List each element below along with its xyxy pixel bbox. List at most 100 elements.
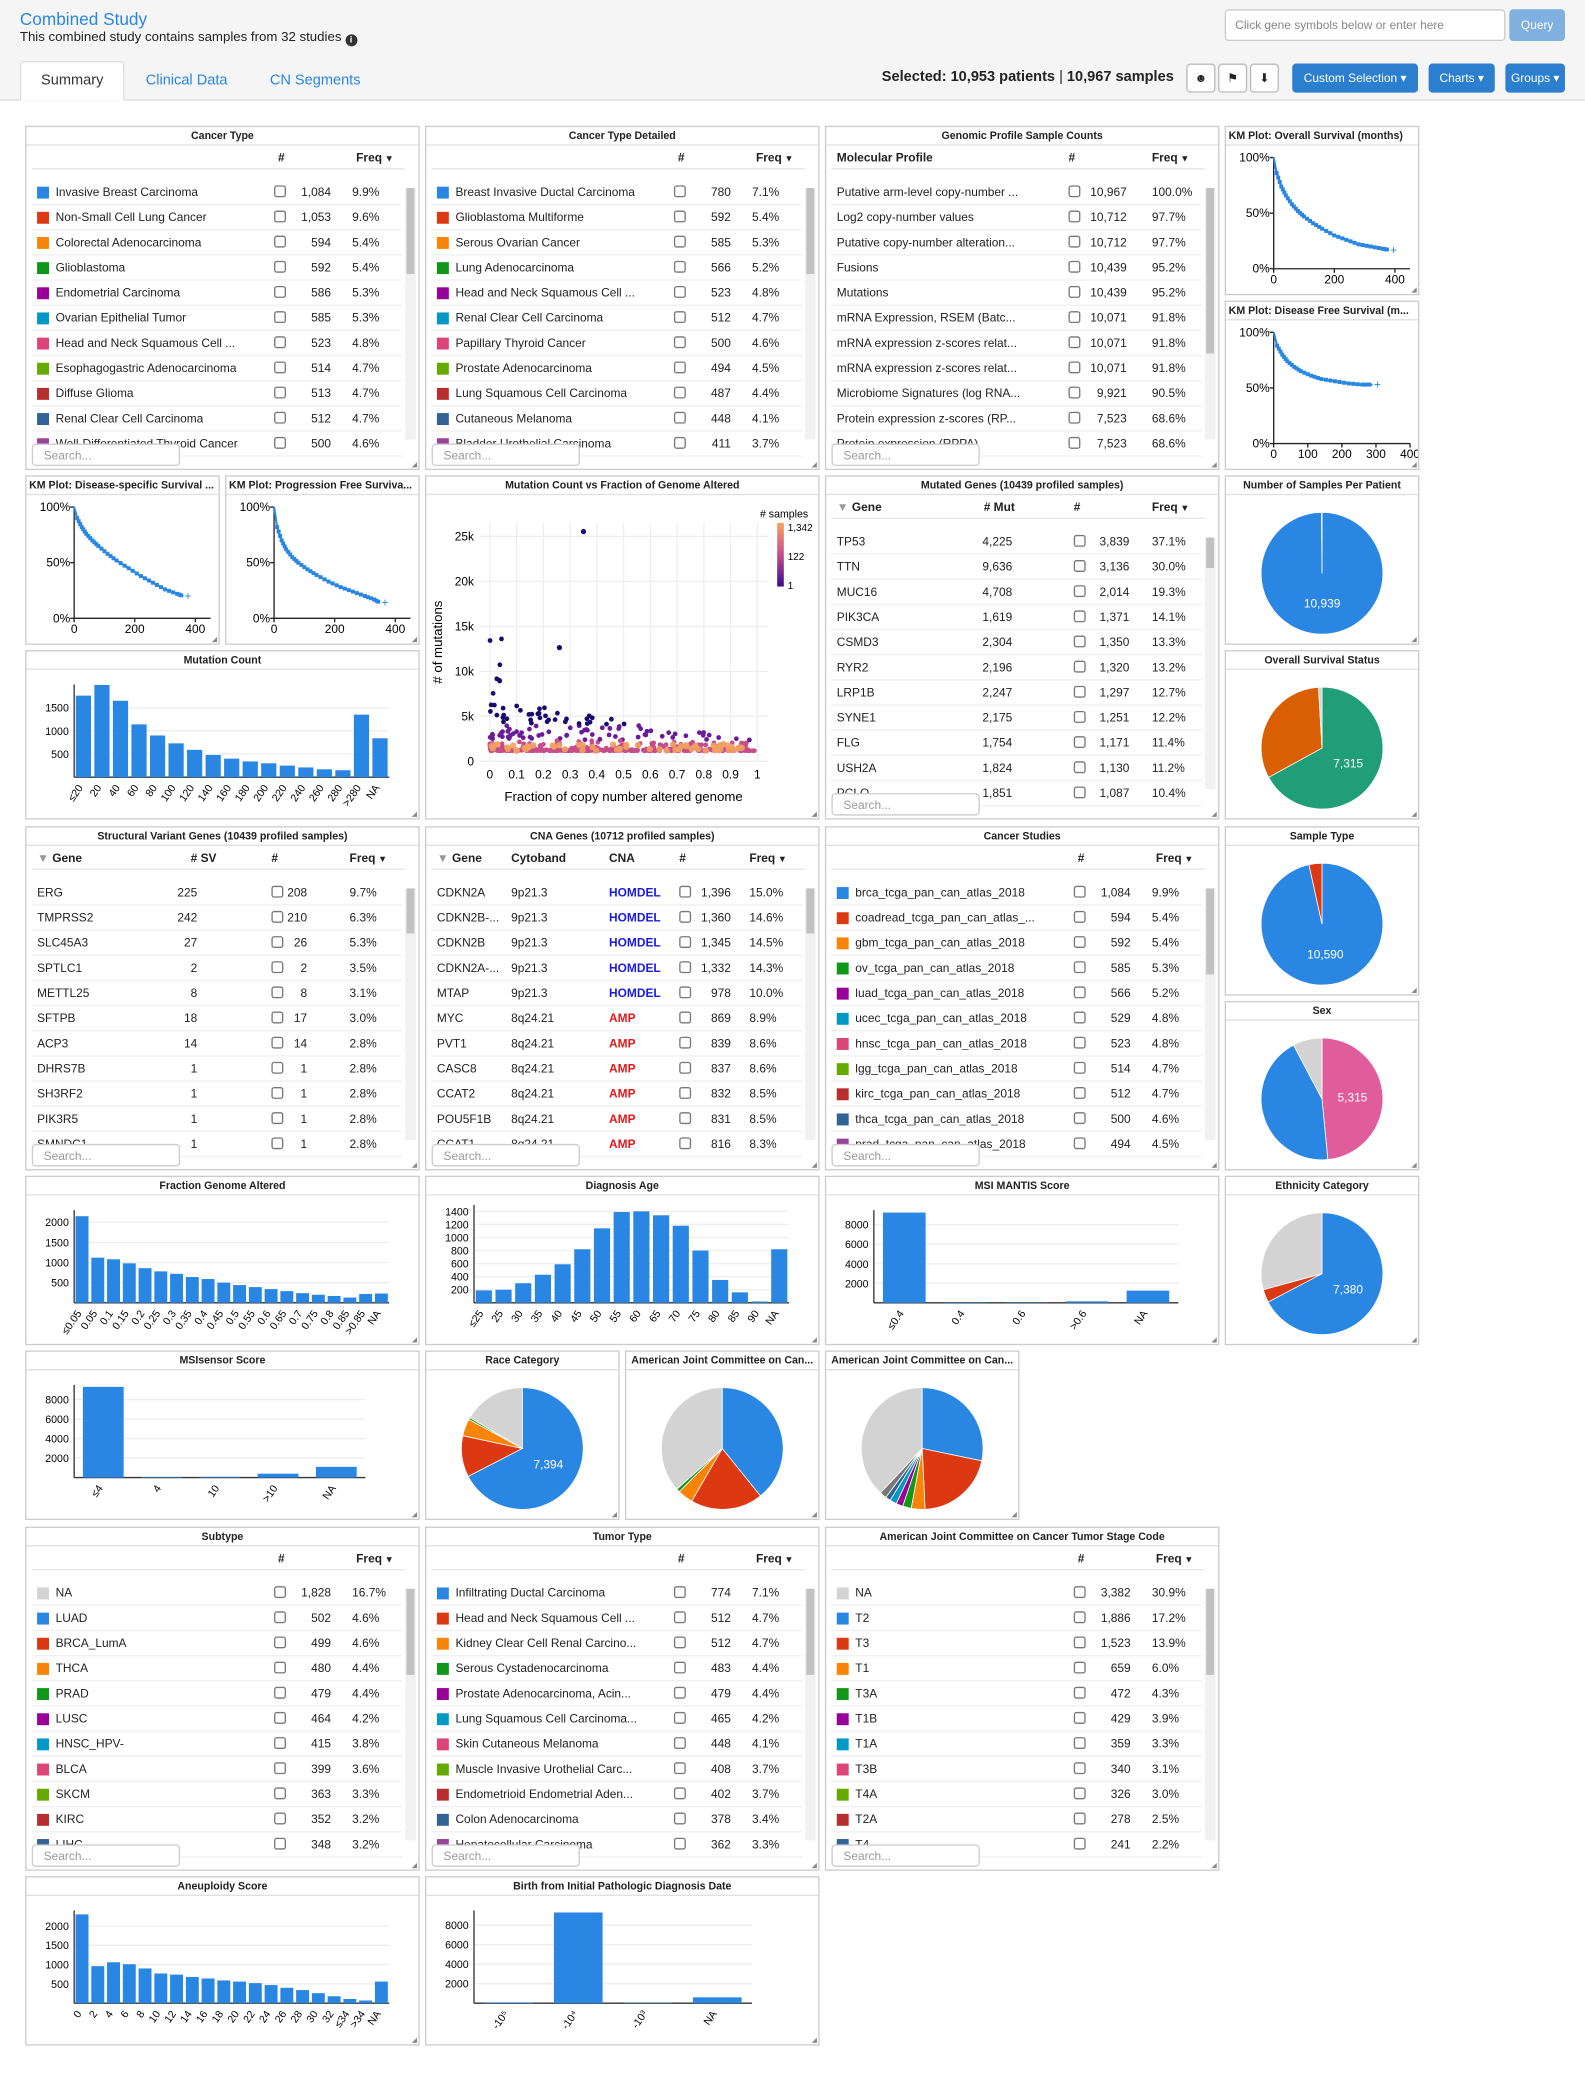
select-checkbox[interactable] [1073, 1137, 1086, 1150]
table-row[interactable]: USH2A 1,824 1,130 11.2% [831, 756, 1203, 782]
col-count[interactable]: # [1077, 851, 1085, 865]
table-row[interactable]: CDKN2A 9p21.3 HOMDEL 1,396 15.0% [431, 880, 803, 906]
select-checkbox[interactable] [1073, 1686, 1086, 1699]
table-row[interactable]: DHRS7B 1 1 2.8% [31, 1057, 403, 1082]
bar[interactable] [199, 1476, 241, 1478]
bar[interactable] [131, 724, 147, 778]
resize-handle[interactable] [1211, 462, 1217, 468]
bar[interactable] [149, 735, 166, 778]
bar[interactable] [374, 1981, 388, 2004]
select-checkbox[interactable] [1073, 1661, 1086, 1674]
scrollbar[interactable] [405, 888, 416, 1140]
select-checkbox[interactable] [1068, 386, 1081, 399]
table-row[interactable]: NA 1,828 16.7% [31, 1581, 403, 1607]
select-checkbox[interactable] [673, 1787, 686, 1800]
table-row[interactable]: MTAP 9p21.3 HOMDEL 978 10.0% [431, 981, 803, 1007]
bar[interactable] [217, 1282, 231, 1303]
table-row[interactable]: SH3RF2 1 1 2.8% [31, 1082, 403, 1107]
bar[interactable] [233, 1285, 247, 1303]
table-row[interactable]: Infiltrating Ductal Carcinoma 774 7.1% [431, 1581, 803, 1607]
table-row[interactable]: T2 1,886 17.2% [831, 1606, 1203, 1632]
pie-slice[interactable] [721, 1387, 784, 1497]
bar[interactable] [94, 684, 110, 778]
bar[interactable] [154, 1271, 168, 1303]
select-checkbox[interactable] [274, 386, 286, 399]
table-row[interactable]: Well-Differentiated Thyroid Cancer5004.6… [31, 432, 403, 457]
bar[interactable] [248, 1287, 262, 1303]
select-checkbox[interactable] [673, 1586, 686, 1599]
select-checkbox[interactable] [673, 1636, 686, 1649]
bar[interactable] [311, 1993, 325, 2004]
table-row[interactable]: lgg_tcga_pan_can_atlas_2018 514 4.7% [831, 1057, 1203, 1082]
bar[interactable] [279, 765, 295, 778]
select-checkbox[interactable] [679, 910, 692, 923]
table-row[interactable]: ACP3 14 14 2.8% [31, 1031, 403, 1057]
table-row[interactable]: Papillary Thyroid Cancer 500 4.6% [431, 331, 803, 357]
select-checkbox[interactable] [274, 260, 286, 273]
table-row[interactable]: METTL25 8 8 3.1% [31, 981, 403, 1007]
col-gene[interactable]: ▼ Gene [37, 851, 83, 865]
bar-chart[interactable]: 2000 4000 6000 8000 ≤4 4 10 >10 NA [26, 1372, 418, 1520]
sort-icon[interactable]: ▼ [1181, 855, 1194, 865]
select-checkbox[interactable] [673, 260, 686, 273]
pie-slice[interactable] [1260, 1044, 1329, 1161]
col-count[interactable]: # [1068, 150, 1076, 165]
select-checkbox[interactable] [1073, 660, 1086, 673]
resize-handle[interactable] [1411, 287, 1417, 293]
select-checkbox[interactable] [1073, 1711, 1086, 1724]
table-row[interactable]: SKCM 363 3.3% [31, 1782, 403, 1808]
select-checkbox[interactable] [274, 1837, 286, 1850]
col-count[interactable]: # [278, 150, 285, 165]
col-count[interactable]: # [1073, 500, 1081, 514]
select-checkbox[interactable] [271, 885, 284, 898]
select-checkbox[interactable] [271, 1036, 284, 1049]
bar[interactable] [170, 1974, 184, 2004]
select-checkbox[interactable] [673, 285, 686, 298]
resize-handle[interactable] [811, 811, 817, 817]
select-checkbox[interactable] [673, 1812, 686, 1825]
table-row[interactable]: MYC 8q24.21 AMP 869 8.9% [431, 1006, 803, 1032]
select-checkbox[interactable] [1073, 1087, 1086, 1099]
table-row[interactable]: TP53 4,225 3,839 37.1% [831, 530, 1203, 555]
col-freq[interactable]: Freq ▼ [1151, 500, 1190, 514]
scatter-points[interactable] [487, 528, 757, 754]
select-checkbox[interactable] [271, 1011, 284, 1024]
select-checkbox[interactable] [1068, 285, 1081, 298]
select-checkbox[interactable] [1068, 336, 1081, 349]
select-checkbox[interactable] [274, 336, 286, 349]
bar[interactable] [122, 1964, 136, 2004]
select-checkbox[interactable] [271, 936, 284, 948]
select-checkbox[interactable] [1073, 1611, 1086, 1624]
col-freq[interactable]: Freq ▼ [356, 1551, 394, 1565]
bar[interactable] [107, 1962, 120, 2004]
sort-icon[interactable]: ▼ [381, 154, 394, 165]
col-cytoband[interactable]: Cytoband [511, 851, 567, 865]
table-row[interactable]: Lung Squamous Cell Carcinoma... 465 4.2% [431, 1707, 803, 1732]
col-count[interactable]: # [679, 851, 686, 865]
table-row[interactable]: T4A 326 3.0% [831, 1782, 1203, 1808]
table-row[interactable]: CCAT2 8q24.21 AMP 832 8.5% [431, 1082, 803, 1107]
bar-chart[interactable]: 2000 4000 6000 8000 -10⁵ -10⁴ -10³ NA [426, 1897, 818, 2045]
pie-slice[interactable] [467, 1387, 584, 1510]
select-checkbox[interactable] [679, 986, 692, 999]
table-row[interactable]: T3B 340 3.1% [831, 1757, 1203, 1783]
km-plot[interactable]: 100% 50% 0%0 200 400 + [1226, 147, 1418, 295]
bar[interactable] [233, 1981, 247, 2004]
pie-slice[interactable] [1260, 686, 1323, 778]
sort-icon[interactable]: ▼ [781, 1555, 794, 1565]
bar[interactable] [672, 1225, 689, 1303]
table-row[interactable]: Head and Neck Squamous Cell ... 512 4.7% [431, 1606, 803, 1632]
bar[interactable] [280, 1291, 294, 1303]
resize-handle[interactable] [411, 1512, 418, 1518]
resize-handle[interactable] [1411, 462, 1417, 468]
bar[interactable] [353, 714, 370, 778]
sort-icon[interactable]: ▼ [1177, 504, 1190, 514]
table-row[interactable]: Lung Adenocarcinoma 566 5.2% [431, 256, 803, 281]
table-row[interactable]: T3A 472 4.3% [831, 1681, 1203, 1707]
table-row[interactable]: mRNA expression z-scores relat... 10,071 9… [831, 356, 1203, 382]
table-row[interactable]: T2A 278 2.5% [831, 1807, 1203, 1833]
custom-selection-button[interactable]: Custom Selection ▾ [1292, 63, 1419, 93]
table-row[interactable]: Glioblastoma 592 5.4% [31, 256, 403, 281]
select-checkbox[interactable] [274, 436, 286, 449]
